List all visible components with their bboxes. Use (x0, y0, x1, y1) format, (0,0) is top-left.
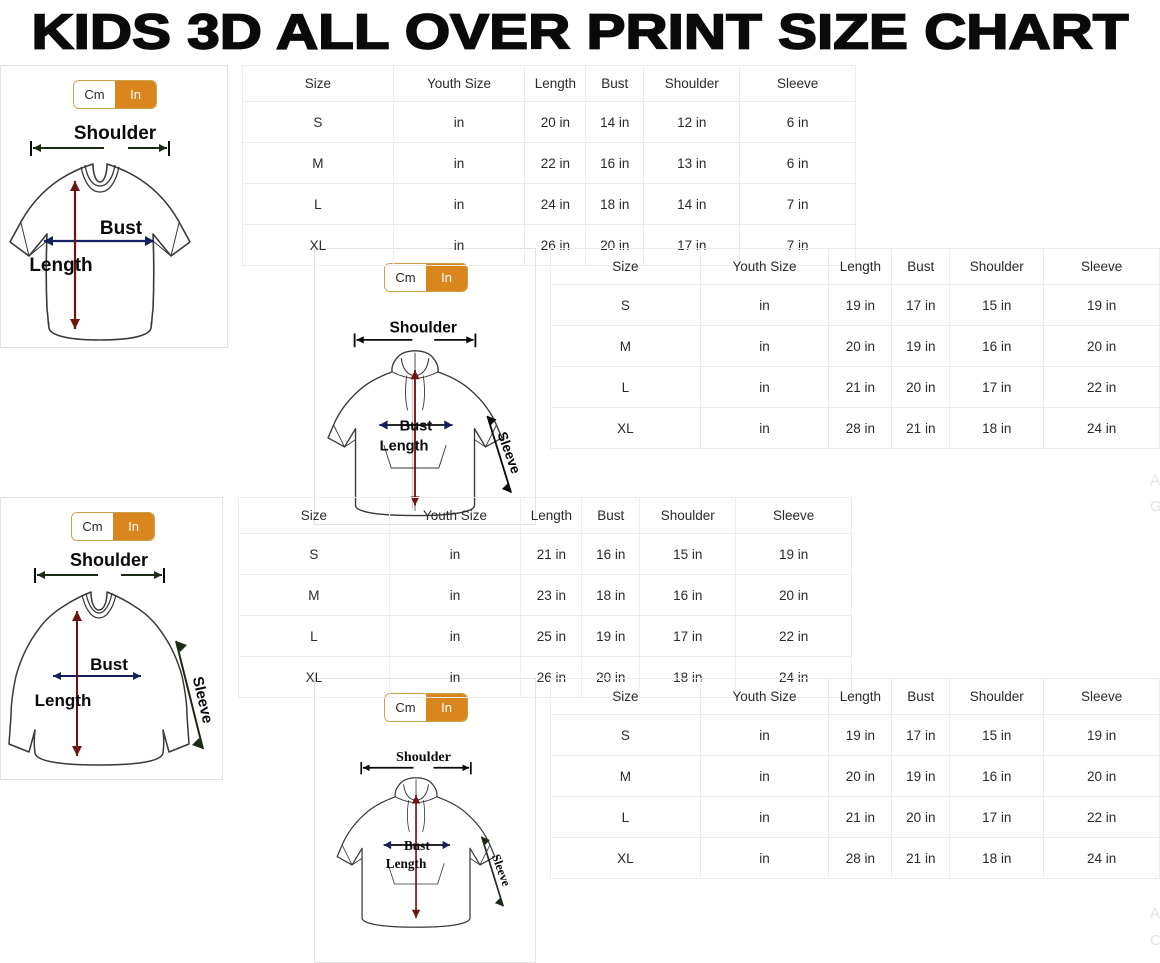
svg-text:Bust: Bust (100, 218, 143, 239)
svg-text:Shoulder: Shoulder (396, 749, 451, 765)
svg-text:Bust: Bust (90, 655, 128, 674)
svg-text:Shoulder: Shoulder (70, 550, 148, 570)
svg-text:Bust: Bust (400, 418, 433, 434)
svg-text:Shoulder: Shoulder (390, 320, 457, 337)
svg-text:Length: Length (386, 856, 427, 871)
svg-text:Bust: Bust (404, 838, 430, 853)
svg-text:Length: Length (35, 691, 92, 710)
svg-text:Shoulder: Shoulder (74, 123, 157, 144)
svg-text:Length: Length (380, 439, 429, 455)
svg-text:Length: Length (29, 255, 92, 276)
svg-text:Sleeve: Sleeve (189, 675, 216, 725)
